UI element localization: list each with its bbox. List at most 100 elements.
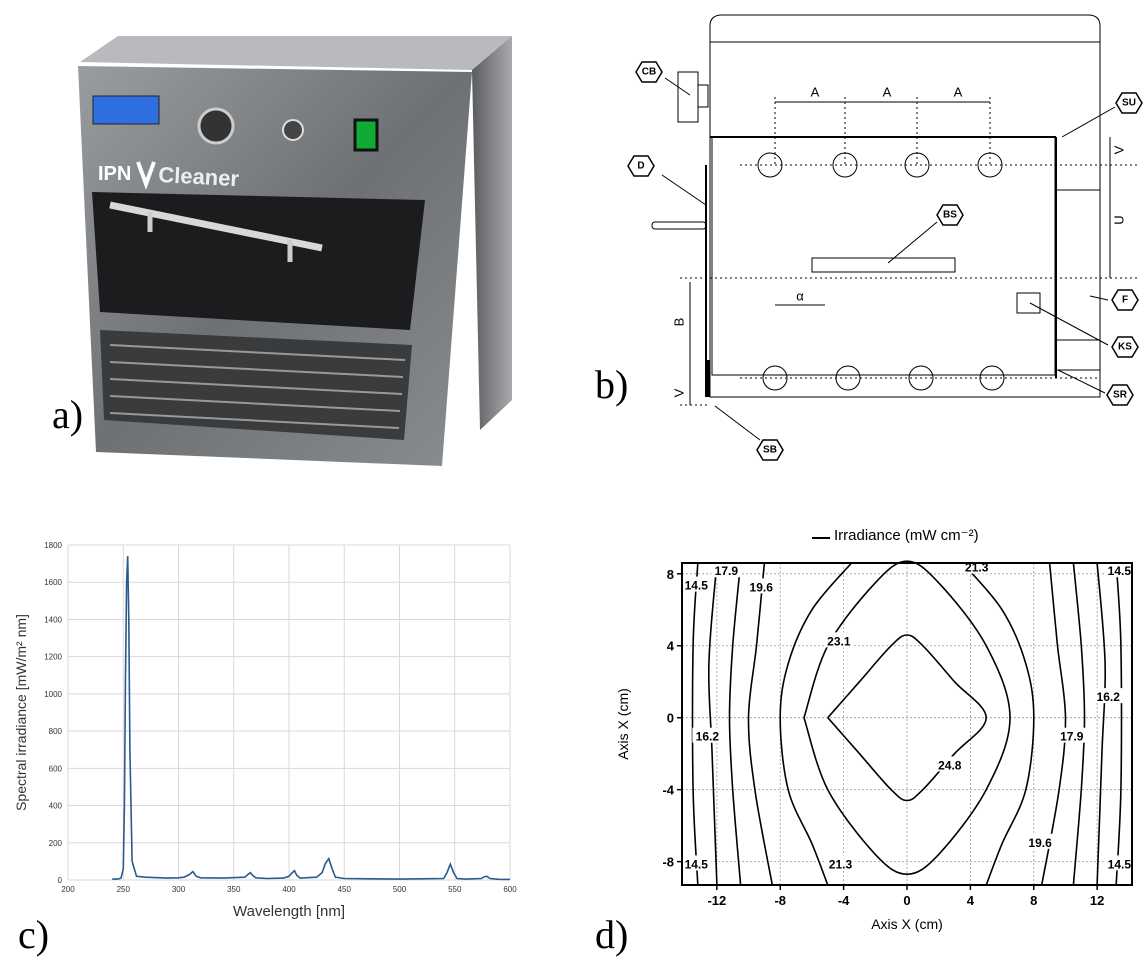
x-tick-label: 250 [117, 885, 131, 894]
contour-line [1096, 562, 1107, 886]
part-labels: CB SU D BS F KS SR SB [627, 61, 1143, 461]
contour-line [747, 562, 774, 886]
spectrum-line [112, 556, 511, 881]
contour-label: 17.9 [1060, 730, 1084, 744]
y-tick-label: 4 [667, 639, 675, 654]
contour-label: 17.9 [715, 564, 739, 578]
contour-label-bg [1093, 688, 1124, 704]
part-label: SR [1113, 390, 1128, 401]
brand: IPN [98, 163, 131, 185]
contour-label-bg [681, 576, 712, 592]
knob [197, 107, 235, 145]
dimension: α [796, 288, 804, 303]
product-name: Cleaner [158, 162, 240, 191]
contour-label: 21.3 [829, 857, 853, 871]
contour-label: 19.6 [1028, 836, 1052, 850]
y-tick-label: 1600 [44, 578, 62, 587]
device-photo: IPN Cleaner [78, 36, 512, 466]
dimension: A [883, 84, 892, 99]
y-tick-label: 600 [49, 764, 63, 773]
contour-label-bg [681, 855, 712, 871]
contour-label: 21.3 [965, 561, 989, 575]
y-tick-label: 1800 [44, 541, 62, 550]
contour-label: 14.5 [685, 579, 709, 593]
x-axis-label: Wavelength [nm] [233, 903, 345, 920]
contour-label: 24.8 [938, 758, 962, 772]
contour-label: 19.6 [750, 580, 774, 594]
contour-label: 23.1 [827, 634, 851, 648]
contour-line [803, 560, 1011, 876]
contour-line [779, 562, 853, 886]
dimension: V [671, 388, 686, 397]
panel-label: d) [595, 912, 628, 957]
contour-line [961, 562, 1035, 886]
contour-label-bg [711, 562, 742, 578]
y-tick-label: -8 [662, 855, 674, 870]
contour-line [691, 562, 699, 886]
contour-label: 14.5 [685, 857, 709, 871]
x-tick-label: 200 [61, 885, 75, 894]
grille-lines [109, 344, 406, 429]
dimension: U [1111, 215, 1126, 224]
y-tick-label: 400 [49, 802, 63, 811]
contour-label-bg [1025, 833, 1056, 849]
part-label: SB [763, 445, 777, 456]
y-tick-label: 1000 [44, 690, 62, 699]
panel-label: a) [52, 392, 83, 437]
spectrum-chart: 200 250 300 350 400 450 500 550 6000200400600800… [13, 541, 517, 920]
x-tick-label: 12 [1090, 893, 1104, 908]
contour-line [728, 562, 742, 886]
contour-label-bg [823, 632, 854, 648]
panel-label: c) [18, 912, 49, 957]
contour-line [1115, 562, 1123, 886]
panel-label: b) [595, 362, 628, 407]
button [282, 119, 304, 141]
contour-label: 14.5 [1108, 564, 1132, 578]
drawer [92, 192, 425, 330]
x-tick-label: 500 [393, 885, 407, 894]
y-axis-label: Axis X (cm) [615, 688, 631, 760]
grille [100, 330, 412, 440]
x-tick-label: 350 [227, 885, 241, 894]
device-top [80, 36, 512, 70]
x-axis-label: Axis X (cm) [871, 916, 943, 932]
x-tick-label: 450 [338, 885, 352, 894]
y-tick-label: 200 [49, 839, 63, 848]
part-label: KS [1118, 342, 1132, 353]
contour-line [1072, 562, 1086, 886]
y-tick-label: 0 [58, 876, 63, 885]
contour-label-bg [934, 756, 965, 772]
contour-label: 14.5 [1108, 857, 1132, 871]
dimension: A [811, 84, 820, 99]
x-tick-label: 300 [172, 885, 186, 894]
dimension: A [954, 84, 963, 99]
y-tick-label: -4 [662, 783, 674, 798]
part-label: CB [642, 67, 656, 78]
contour-label-bg [1104, 562, 1135, 578]
part-label: F [1122, 295, 1128, 306]
device-side [472, 36, 512, 430]
contour-label: 16.2 [1097, 690, 1121, 704]
part-label: SU [1122, 98, 1136, 109]
contour-line [707, 562, 718, 886]
contour-label-bg [746, 578, 777, 594]
x-tick-label: -12 [707, 893, 726, 908]
contour-line [1040, 562, 1067, 886]
contour-line [827, 634, 988, 802]
part-label: D [637, 161, 644, 172]
contour-label-bg [692, 727, 723, 743]
contour-chart: -12 -8 -4 0 4 8 12 -8 -4 0 4 8 24.8 23.1 21.3 21.3 19.6 1… [615, 527, 1135, 932]
dimension-labels: A A A V U B V α [671, 84, 1126, 397]
x-tick-label: -8 [774, 893, 786, 908]
schematic [651, 14, 1140, 441]
power-switch [353, 118, 379, 152]
y-tick-label: 1200 [44, 653, 62, 662]
contour-label-bg [1056, 727, 1087, 743]
handle [109, 201, 323, 252]
logo [136, 161, 156, 190]
x-tick-label: 4 [967, 893, 975, 908]
display [92, 95, 160, 125]
plot-frame [681, 562, 1133, 886]
legend-title: Irradiance (mW cm⁻²) [834, 527, 979, 544]
